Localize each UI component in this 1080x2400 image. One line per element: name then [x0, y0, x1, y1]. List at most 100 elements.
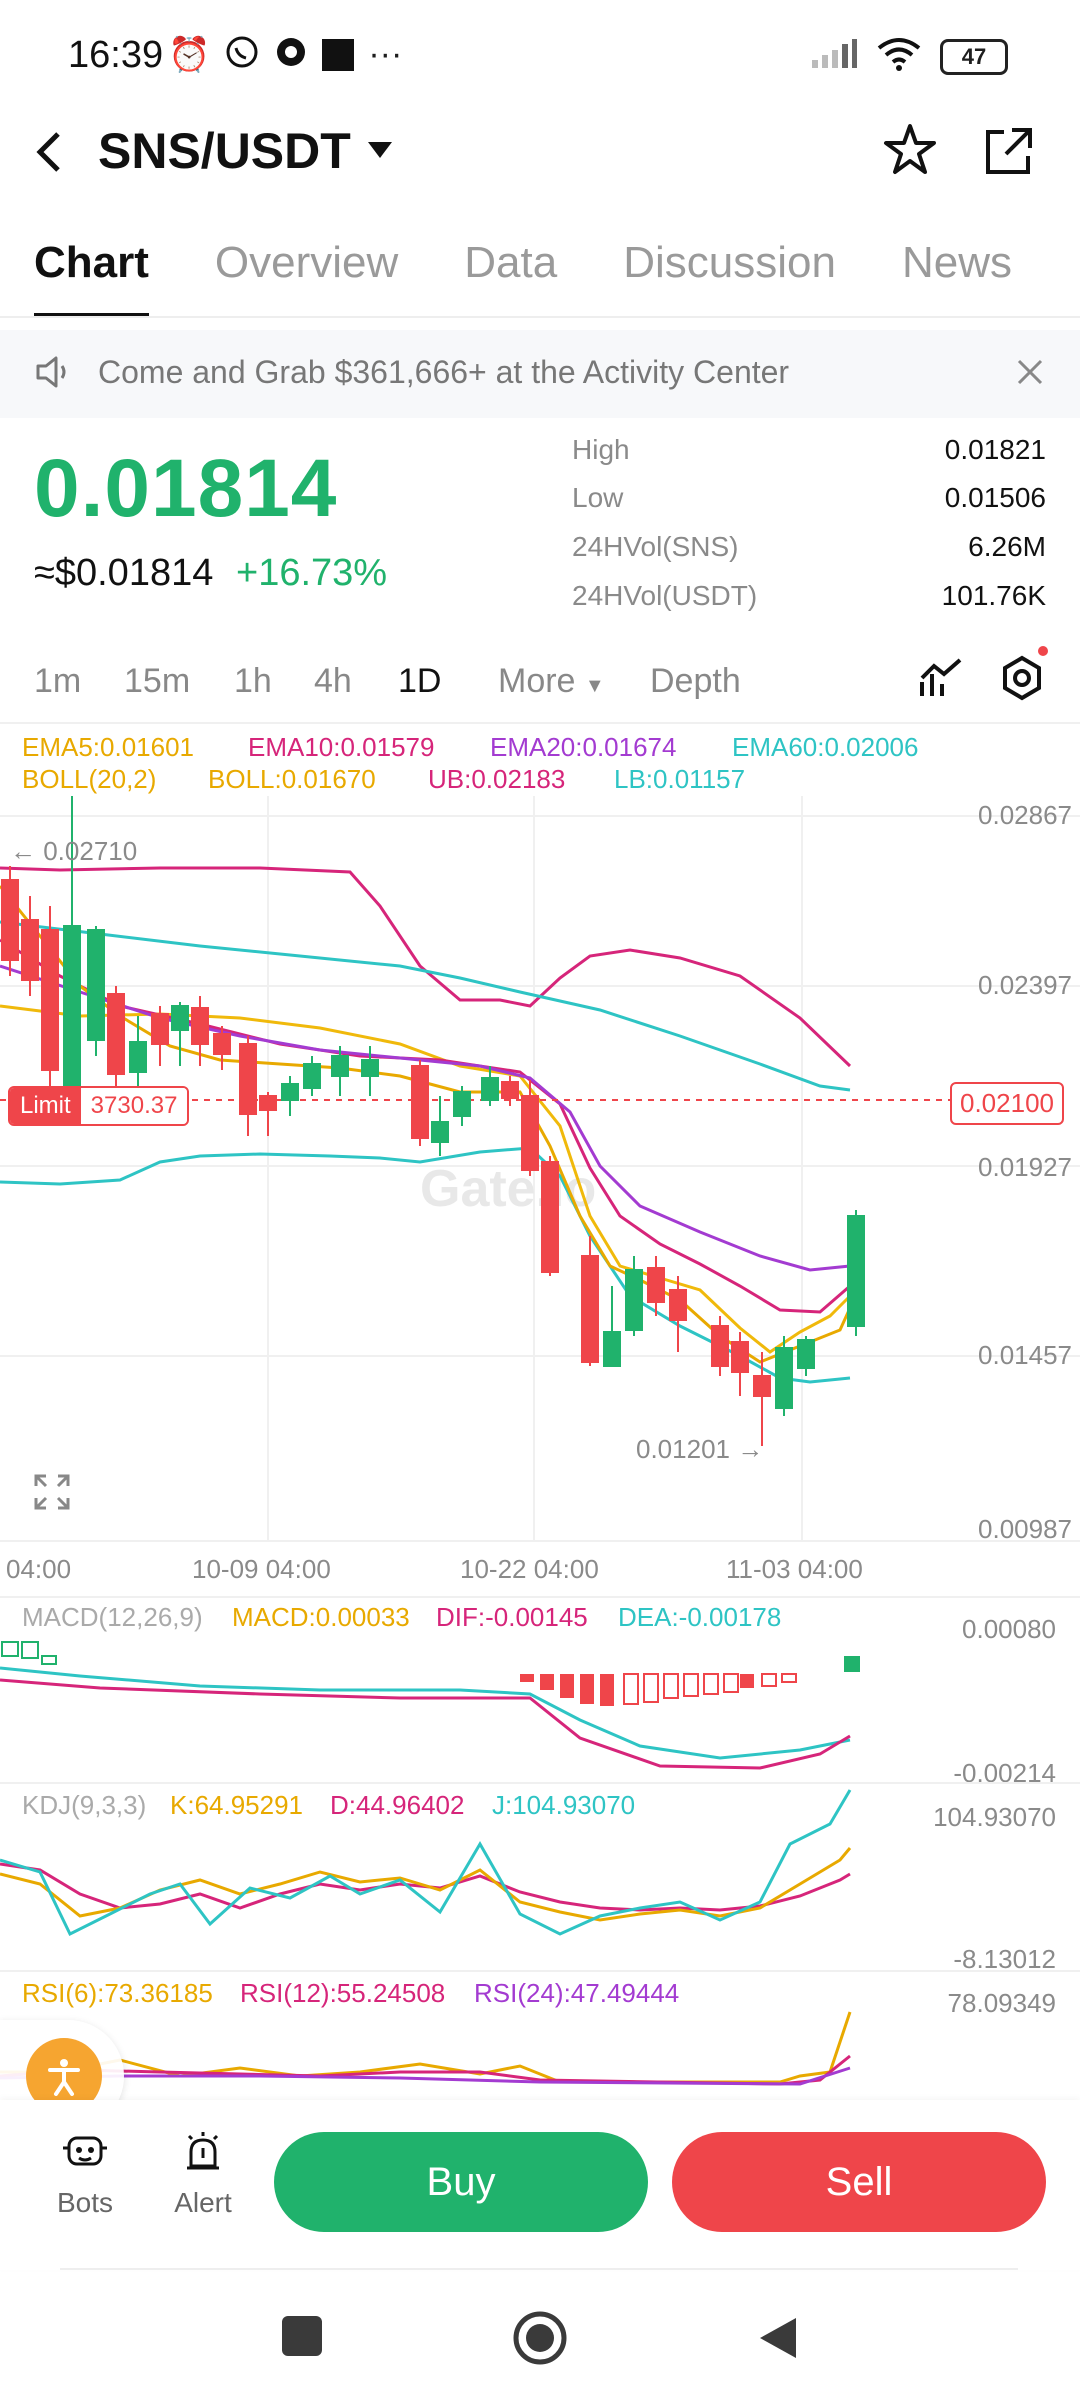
star-icon: [884, 124, 936, 174]
high-marker: ← 0.02710: [10, 836, 138, 866]
share-button[interactable]: [980, 124, 1036, 185]
pair-dropdown-icon[interactable]: [366, 140, 394, 165]
timeframe-more[interactable]: More ▼: [498, 662, 605, 701]
boll-ub-legend: UB:0.02183: [428, 764, 566, 794]
macd-dea: DEA:-0.00178: [618, 1602, 782, 1632]
banner-text[interactable]: Come and Grab $361,666+ at the Activity …: [98, 354, 790, 390]
alert-button[interactable]: Alert: [158, 2130, 248, 2219]
status-system-icons: 47: [810, 36, 1008, 77]
price-usd: ≈$0.01814: [34, 552, 214, 594]
favorite-button[interactable]: [882, 122, 938, 183]
tab-news[interactable]: News: [901, 238, 1013, 287]
alarm-bell-icon: [187, 2132, 219, 2170]
x-tick-1: 04:00: [6, 1554, 72, 1584]
tab-bar: Chart Overview Data Discussion News: [34, 238, 1013, 318]
nav-recents-button[interactable]: [282, 2316, 322, 2356]
nav-back-button[interactable]: [756, 2314, 800, 2367]
buy-button[interactable]: Buy: [274, 2132, 648, 2232]
close-icon: [1017, 359, 1043, 385]
nav-home-button[interactable]: [512, 2310, 568, 2371]
kdj-label: KDJ(9,3,3): [22, 1790, 147, 1820]
bot-icon: [63, 2136, 107, 2166]
share-icon: [986, 128, 1032, 174]
candlestick-chart-svg: Gate.io: [0, 796, 1080, 1542]
y-tick-4: 0.01457: [978, 1340, 1072, 1370]
bottom-divider: [60, 2268, 1018, 2270]
ema60-legend: EMA60:0.02006: [732, 732, 919, 762]
stat-vol-sns-value: 6.26M: [968, 531, 1046, 562]
square-notification-icon: [322, 38, 355, 71]
status-time: 16:39: [68, 34, 164, 76]
macd-svg: [0, 1641, 860, 1770]
stat-vol-sns-label: 24HVol(SNS): [572, 531, 739, 562]
last-price: 0.01814: [34, 443, 338, 534]
stat-low-value: 0.01506: [944, 482, 1046, 513]
limit-label: Limit: [10, 1088, 81, 1124]
timeframe-4h[interactable]: 4h: [314, 662, 352, 700]
timeframe-15m[interactable]: 15m: [124, 662, 191, 700]
ema20-legend: EMA20:0.01674: [490, 732, 677, 762]
battery-indicator: 47: [940, 38, 1008, 75]
sell-button[interactable]: Sell: [672, 2132, 1046, 2232]
kdj-bottom: -8.13012: [953, 1944, 1056, 1974]
y-tick-5: 0.00987: [978, 1514, 1072, 1544]
macd-dif: DIF:-0.00145: [436, 1602, 588, 1632]
back-arrow-icon: [36, 132, 60, 172]
indicator-settings-button[interactable]: [918, 656, 964, 705]
timeframe-1h[interactable]: 1h: [234, 662, 272, 700]
settings-icon: [1003, 655, 1041, 701]
y-tick-1: 0.02867: [978, 800, 1072, 830]
limit-qty: 3730.37: [80, 1088, 188, 1124]
bots-label: Bots: [56, 2187, 114, 2218]
kdj-panel: [0, 1782, 1080, 1972]
speaker-icon: [34, 354, 74, 395]
ema10-legend: EMA10:0.01579: [248, 732, 435, 762]
timeframe-1d[interactable]: 1D: [398, 662, 442, 700]
timeframe-more-label: More: [498, 662, 576, 700]
kdj-svg: [0, 1789, 852, 1937]
macd-label: MACD(12,26,9): [22, 1602, 203, 1632]
macd-panel: [0, 1596, 1080, 1784]
y-tick-2: 0.02397: [978, 970, 1072, 1000]
home-circle-icon: [513, 2311, 567, 2365]
fullscreen-button[interactable]: [34, 1474, 70, 1515]
rsi-top: 78.09349: [947, 1988, 1056, 2018]
chart-indicator-icon: [920, 658, 962, 696]
stat-vol-usdt-label: 24HVol(USDT): [572, 580, 758, 611]
timeframe-divider: [0, 722, 1080, 724]
bots-button[interactable]: Bots: [40, 2130, 130, 2219]
kdj-d: D:44.96402: [330, 1790, 465, 1820]
kdj-j: J:104.93070: [492, 1790, 636, 1820]
chart-settings-button[interactable]: [998, 646, 1048, 707]
tab-divider: [0, 316, 1080, 318]
macd-value: MACD:0.00033: [232, 1602, 410, 1632]
wifi-icon: [876, 36, 922, 77]
alarm-icon: ⏰: [168, 35, 211, 74]
tab-discussion[interactable]: Discussion: [623, 238, 836, 287]
rsi12: RSI(12):55.24508: [240, 1978, 446, 2008]
tab-chart[interactable]: Chart: [34, 238, 149, 318]
boll-legend: BOLL(20,2): [22, 764, 157, 794]
status-notification-icons: ⏰ ···: [168, 34, 402, 75]
x-tick-2: 10-09 04:00: [192, 1554, 331, 1584]
pair-title[interactable]: SNS/USDT: [98, 123, 351, 179]
timeframe-1m[interactable]: 1m: [34, 662, 82, 700]
alert-label: Alert: [174, 2187, 232, 2218]
back-button[interactable]: [30, 128, 70, 181]
more-notifications-icon: ···: [368, 35, 403, 73]
whatsapp-icon: [224, 34, 260, 75]
close-banner-button[interactable]: [1016, 358, 1044, 391]
stat-low-label: Low: [572, 482, 624, 513]
kdj-top: 104.93070: [933, 1802, 1056, 1832]
expand-icon: [34, 1474, 70, 1510]
candlestick-chart[interactable]: Gate.io: [0, 796, 1080, 1546]
rsi6: RSI(6):73.36185: [22, 1978, 213, 2008]
tab-overview[interactable]: Overview: [214, 238, 399, 287]
promo-banner[interactable]: [0, 330, 1080, 418]
tab-data[interactable]: Data: [464, 238, 558, 287]
back-triangle-icon: [760, 2318, 796, 2358]
y-tick-3: 0.01927: [978, 1152, 1072, 1182]
depth-tab[interactable]: Depth: [650, 662, 741, 700]
boll-lb-legend: LB:0.01157: [614, 764, 746, 794]
limit-order-tag[interactable]: Limit 3730.37: [8, 1086, 190, 1126]
